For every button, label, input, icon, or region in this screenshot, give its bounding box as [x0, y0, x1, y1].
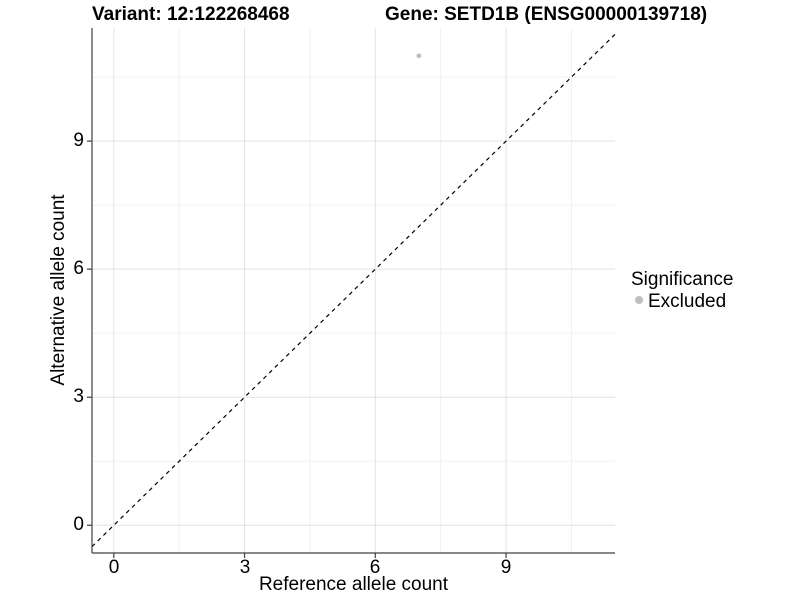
plot-title-gene: Gene: SETD1B (ENSG00000139718) [385, 4, 708, 25]
x-axis-title: Reference allele count [258, 574, 449, 595]
x-tick-label-0: 0 [108, 557, 120, 578]
identity-reference-line [91, 33, 616, 548]
x-tick-label-9: 9 [500, 557, 512, 578]
y-tick-label-3: 3 [73, 386, 84, 407]
y-tick-label-6: 6 [73, 258, 84, 279]
plot-title-variant: Variant: 12:122268468 [92, 4, 290, 25]
legend-title: Significance [631, 269, 734, 290]
legend-point-icon [635, 296, 643, 304]
x-tick-label-3: 3 [239, 557, 251, 578]
y-tick-label-9: 9 [73, 130, 84, 151]
y-tick-label-0: 0 [73, 514, 84, 535]
x-tick-label-6: 6 [369, 557, 381, 578]
data-point-excluded [416, 53, 422, 59]
y-axis-title: Alternative allele count [48, 194, 69, 386]
legend-entry-excluded: Excluded [648, 291, 727, 312]
